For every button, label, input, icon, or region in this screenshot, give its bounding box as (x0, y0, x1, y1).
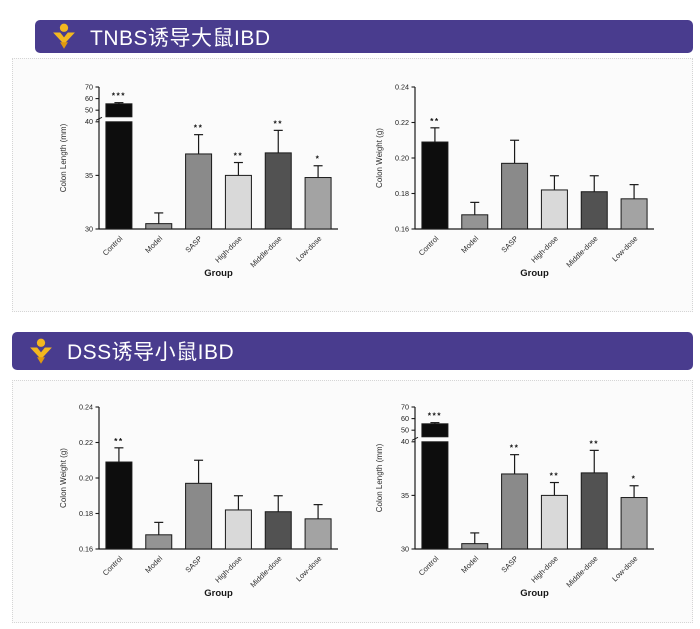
axis-labels: Group Colon Length (mm) (59, 123, 233, 279)
svg-text:Group: Group (204, 268, 233, 279)
svg-text:60: 60 (85, 94, 93, 103)
svg-text:***: *** (112, 91, 126, 101)
svg-text:SASP: SASP (499, 234, 520, 255)
svg-text:Model: Model (143, 234, 164, 255)
svg-text:35: 35 (85, 171, 93, 180)
chart-dss-colon-length: 30 35 40 50 60 70 *** Control Model ** SASP ** High-… (371, 393, 666, 618)
svg-text:0.16: 0.16 (79, 544, 93, 553)
svg-text:**: ** (273, 118, 283, 128)
axes: 0.16 0.18 0.20 0.22 0.24 (395, 82, 654, 233)
svg-text:30: 30 (401, 544, 409, 553)
svg-text:High-dose: High-dose (529, 554, 560, 585)
charts-row-dss: 0.16 0.18 0.20 0.22 0.24 ** Control Model SASP Hi… (13, 381, 692, 618)
brand-logo-icon (28, 338, 54, 365)
svg-text:Colon Length (mm): Colon Length (mm) (59, 123, 68, 192)
panel-dss: DSS诱导小鼠IBD 0.16 0.18 0.20 0.22 0.24 ** Control… (12, 332, 693, 623)
bar-chart-tnbs-colon-weight: 0.16 0.18 0.20 0.22 0.24 ** Control Model SASP Hi… (375, 82, 654, 279)
svg-text:0.22: 0.22 (395, 118, 409, 127)
bars: ** Control Model SASP High-dose Middle-dose Lo… (101, 436, 332, 589)
svg-text:50: 50 (85, 106, 93, 115)
svg-text:*: * (632, 474, 637, 484)
svg-text:Middle-dose: Middle-dose (248, 554, 283, 589)
section-header-tnbs: TNBS诱导大鼠IBD (35, 20, 693, 53)
svg-text:0.18: 0.18 (395, 189, 409, 198)
charts-row-tnbs: 30 35 40 50 60 70 *** Control Model ** SASP ** High-… (13, 59, 692, 298)
svg-text:Model: Model (459, 554, 480, 575)
svg-text:Middle-dose: Middle-dose (248, 234, 283, 269)
svg-text:Model: Model (459, 234, 480, 255)
section-title-tnbs: TNBS诱导大鼠IBD (90, 26, 271, 50)
svg-text:**: ** (430, 116, 440, 126)
svg-text:Control: Control (101, 234, 125, 258)
svg-text:Colon Length (mm): Colon Length (mm) (375, 443, 384, 512)
bars: ** Control Model SASP High-dose Middle-dose Lo… (417, 116, 648, 269)
svg-text:0.20: 0.20 (79, 473, 93, 482)
axis-labels: Group Colon Weight (g) (59, 448, 233, 599)
svg-text:High-dose: High-dose (213, 554, 244, 585)
svg-text:Model: Model (143, 554, 164, 575)
svg-text:High-dose: High-dose (529, 234, 560, 265)
svg-text:Low-dose: Low-dose (610, 234, 639, 263)
svg-text:40: 40 (401, 437, 409, 446)
chart-tnbs-colon-weight: 0.16 0.18 0.20 0.22 0.24 ** Control Model SASP Hi… (371, 73, 666, 298)
svg-text:Control: Control (417, 554, 441, 578)
svg-text:**: ** (510, 443, 520, 453)
svg-text:60: 60 (401, 414, 409, 423)
svg-text:0.24: 0.24 (79, 402, 93, 411)
svg-text:***: *** (428, 411, 442, 421)
chart-tnbs-colon-length: 30 35 40 50 60 70 *** Control Model ** SASP ** High-… (55, 73, 350, 298)
section-title-dss: DSS诱导小鼠IBD (67, 341, 235, 364)
svg-text:**: ** (589, 438, 599, 448)
svg-text:*: * (316, 154, 321, 164)
bars: *** Control Model ** SASP ** High-dose ** Middle… (417, 411, 648, 589)
svg-text:50: 50 (401, 426, 409, 435)
svg-text:Low-dose: Low-dose (294, 554, 323, 583)
svg-text:**: ** (234, 151, 244, 161)
svg-text:**: ** (550, 471, 560, 481)
svg-text:70: 70 (85, 82, 93, 91)
svg-text:Group: Group (520, 268, 549, 279)
svg-text:Middle-dose: Middle-dose (564, 234, 599, 269)
axis-labels: Group Colon Weight (g) (375, 128, 549, 279)
svg-text:Group: Group (204, 588, 233, 599)
svg-text:SASP: SASP (499, 554, 520, 575)
svg-text:Colon Weight (g): Colon Weight (g) (375, 128, 384, 188)
svg-text:30: 30 (85, 224, 93, 233)
svg-text:Colon Weight (g): Colon Weight (g) (59, 448, 68, 508)
panel-body-dss: 0.16 0.18 0.20 0.22 0.24 ** Control Model SASP Hi… (12, 380, 693, 623)
svg-text:High-dose: High-dose (213, 234, 244, 265)
svg-text:Control: Control (101, 554, 125, 578)
svg-text:0.22: 0.22 (79, 438, 93, 447)
axes: 30 35 40 50 60 70 (85, 82, 338, 233)
axis-labels: Group Colon Length (mm) (375, 443, 549, 599)
bars: *** Control Model ** SASP ** High-dose ** Middle… (101, 91, 332, 269)
axes: 0.16 0.18 0.20 0.22 0.24 (79, 402, 338, 553)
svg-text:Low-dose: Low-dose (610, 554, 639, 583)
svg-text:0.20: 0.20 (395, 153, 409, 162)
svg-text:40: 40 (85, 117, 93, 126)
svg-text:0.24: 0.24 (395, 82, 409, 91)
svg-text:**: ** (194, 123, 204, 133)
svg-text:Low-dose: Low-dose (294, 234, 323, 263)
section-header-dss: DSS诱导小鼠IBD (12, 332, 693, 370)
svg-text:Middle-dose: Middle-dose (564, 554, 599, 589)
bar-chart-dss-colon-weight: 0.16 0.18 0.20 0.22 0.24 ** Control Model SASP Hi… (59, 402, 338, 599)
svg-text:**: ** (114, 436, 124, 446)
axes: 30 35 40 50 60 70 (401, 402, 654, 553)
svg-text:35: 35 (401, 491, 409, 500)
panel-tnbs: TNBS诱导大鼠IBD 30 35 40 50 60 70 *** Control Model *… (12, 20, 693, 312)
chart-dss-colon-weight: 0.16 0.18 0.20 0.22 0.24 ** Control Model SASP Hi… (55, 393, 350, 618)
svg-text:0.18: 0.18 (79, 509, 93, 518)
svg-text:SASP: SASP (183, 234, 204, 255)
svg-text:SASP: SASP (183, 554, 204, 575)
svg-text:0.16: 0.16 (395, 224, 409, 233)
svg-text:70: 70 (401, 402, 409, 411)
brand-logo-icon (51, 23, 77, 50)
panel-body-tnbs: 30 35 40 50 60 70 *** Control Model ** SASP ** High-… (12, 58, 693, 312)
svg-text:Group: Group (520, 588, 549, 599)
svg-text:Control: Control (417, 234, 441, 258)
